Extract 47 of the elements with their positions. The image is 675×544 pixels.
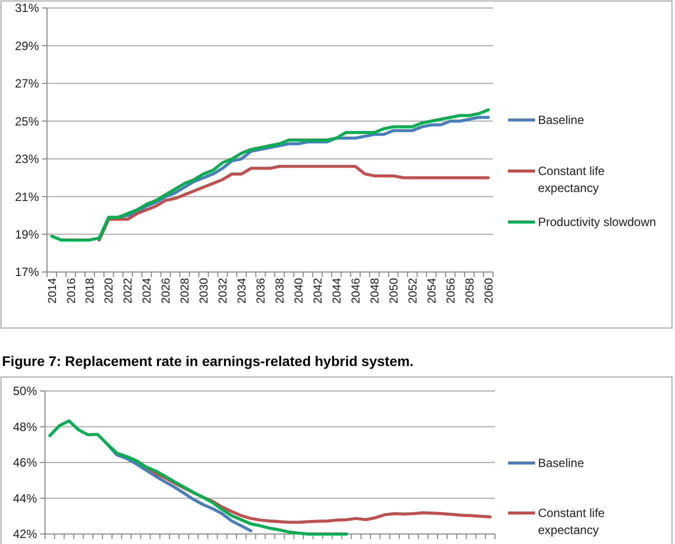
x-tick-label: 2024	[142, 277, 154, 304]
y-tick-label: 25%	[14, 114, 40, 128]
y-tick-label: 42%	[12, 527, 38, 542]
legend-label: Baseline	[538, 113, 584, 127]
y-tick-label: 23%	[14, 152, 40, 166]
x-tick-label: 2018	[84, 278, 97, 304]
x-tick-label: 2054	[426, 277, 438, 304]
y-tick-label: 31%	[14, 1, 40, 16]
chart-title: Figure 7: Replacement rate in earnings-related hybrid system.	[2, 353, 414, 369]
legend-label: Baseline	[538, 456, 584, 470]
x-tick-label: 2030	[198, 278, 211, 304]
x-tick-label: 2042	[312, 278, 324, 304]
x-tick-label: 2034	[236, 277, 249, 304]
x-tick-label: 2060	[483, 278, 496, 304]
y-tick-label: 48%	[12, 420, 38, 434]
line-series	[48, 419, 348, 536]
x-tick-label: 2026	[160, 278, 173, 304]
line-series	[50, 108, 490, 242]
legend-label: Constant life expectancy	[538, 506, 606, 537]
legend-label: Constant life expectancy	[538, 164, 606, 195]
x-tick-label: 2048	[369, 278, 382, 304]
x-tick-label: 2020	[104, 278, 116, 304]
x-tick-label: 2016	[66, 278, 78, 304]
x-tick-label: 2050	[388, 278, 400, 304]
y-tick-label: 21%	[14, 190, 40, 204]
x-tick-label: 2038	[274, 278, 287, 304]
line-series	[98, 164, 490, 242]
y-tick-label: 27%	[14, 76, 40, 91]
x-tick-label: 2044	[331, 277, 344, 304]
y-tick-label: 19%	[14, 227, 40, 242]
x-tick-label: 2040	[293, 278, 306, 304]
y-tick-label: 46%	[12, 456, 38, 470]
x-tick-label: 2022	[122, 278, 135, 304]
x-tick-label: 2052	[407, 278, 420, 304]
line-series	[106, 442, 252, 532]
x-tick-label: 2028	[180, 278, 192, 304]
x-tick-label: 2014	[46, 277, 59, 304]
legend-label: Productivity slowdown	[538, 215, 656, 229]
x-tick-label: 2056	[445, 278, 458, 304]
x-tick-label: 2032	[218, 278, 230, 304]
x-tick-label: 2046	[350, 278, 362, 304]
y-tick-label: 17%	[14, 265, 40, 280]
y-tick-label: 29%	[14, 38, 40, 53]
x-tick-label: 2036	[256, 278, 268, 304]
x-tick-label: 2058	[464, 278, 476, 304]
y-tick-label: 44%	[12, 491, 38, 506]
y-tick-label: 50%	[12, 384, 38, 398]
